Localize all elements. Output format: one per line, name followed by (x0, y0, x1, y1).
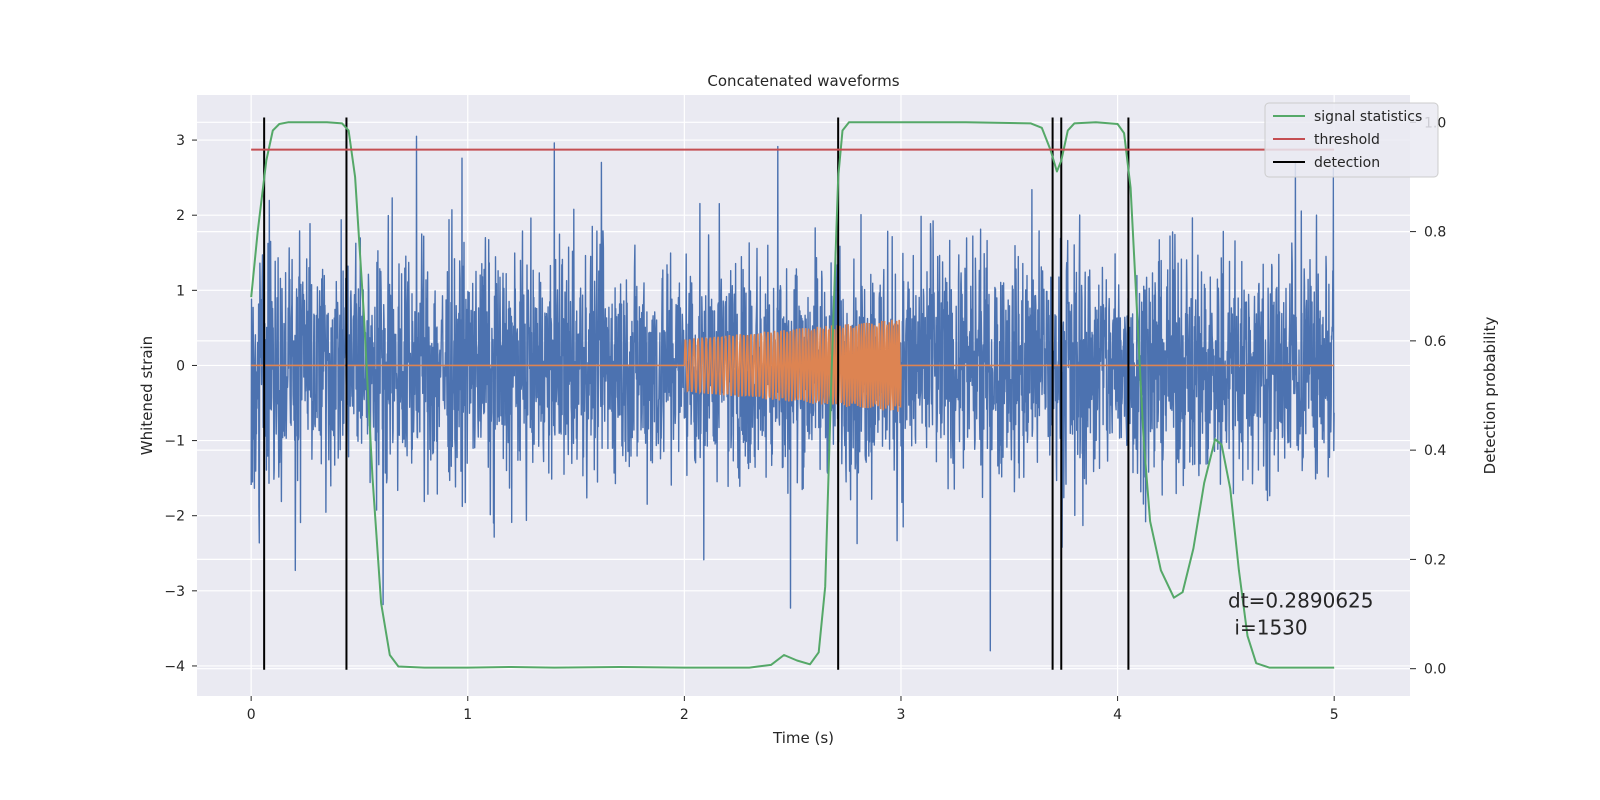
detection-lines (263, 117, 1130, 670)
y-right-tick-label: 0.4 (1424, 443, 1446, 459)
annotation-dt: dt=0.2890625 (1228, 588, 1373, 612)
y-tick-label: 0 (176, 358, 185, 374)
y-tick-label: 2 (176, 208, 185, 224)
x-tick-label: 0 (247, 707, 256, 723)
strain-series (250, 135, 1335, 652)
y-tick-label: −2 (164, 509, 185, 525)
y-axis-right-label: Detection probability (1481, 317, 1499, 475)
legend-box (1264, 102, 1439, 178)
x-axis-label: Time (s) (772, 729, 834, 747)
y-tick-label: −4 (164, 659, 185, 675)
legend-label-detection: detection (1314, 155, 1380, 171)
legend-label-threshold: threshold (1314, 132, 1380, 148)
chart-title: Concatenated waveforms (707, 72, 899, 90)
legend-label-signal-statistics: signal statistics (1314, 109, 1422, 125)
signal-statistics-series (250, 121, 1335, 669)
injection-line (251, 319, 1335, 412)
y-tick-label: 3 (176, 133, 185, 149)
x-tick-label: 1 (463, 707, 472, 723)
annotation-index: i=1530 (1228, 615, 1308, 639)
y-right-tick-label: 0.2 (1424, 552, 1446, 568)
y-right-tick-label: 0.8 (1424, 225, 1446, 241)
y-tick-label: 1 (176, 283, 185, 299)
y-right-tick-label: 0.0 (1424, 662, 1446, 678)
strain-line (250, 135, 1335, 652)
signal-statistics-line (250, 121, 1335, 669)
x-tick-label: 4 (1113, 707, 1122, 723)
x-tick-label: 2 (680, 707, 689, 723)
y-tick-label: −1 (164, 434, 185, 450)
y-axis-label: Whitened strain (138, 336, 156, 455)
legend: signal statistics threshold detection (1264, 102, 1439, 178)
y-tick-label: −3 (164, 584, 185, 600)
x-tick-label: 5 (1330, 707, 1339, 723)
x-tick-label: 3 (897, 707, 906, 723)
y-right-tick-label: 0.6 (1424, 334, 1446, 350)
injection-series (251, 319, 1335, 412)
